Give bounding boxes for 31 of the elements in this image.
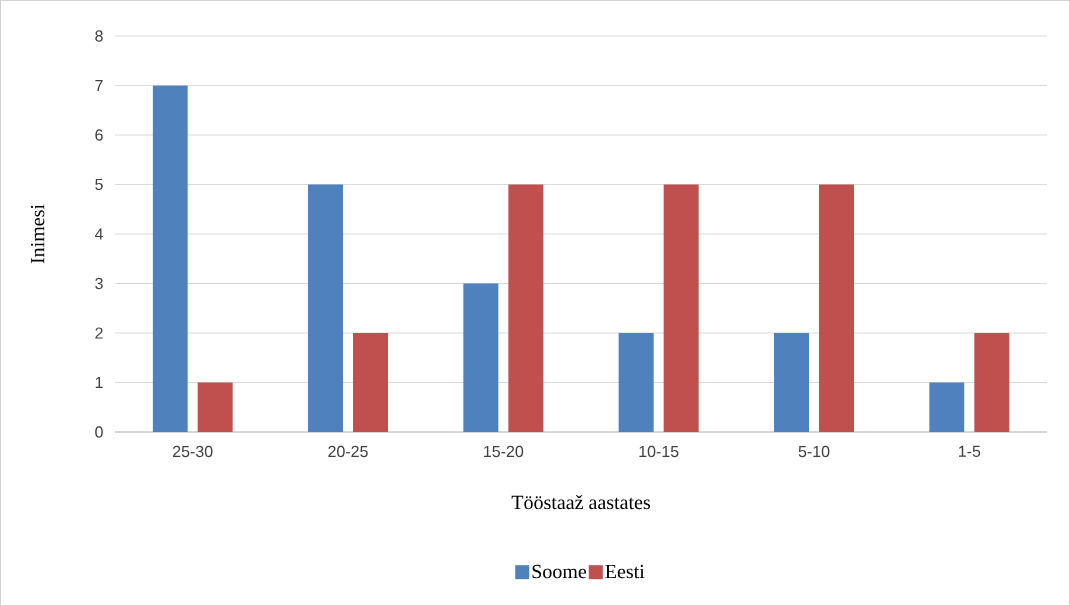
x-tick-label: 20-25 xyxy=(328,445,368,458)
y-tick-label: 4 xyxy=(94,228,103,240)
y-axis-title: Inimesi xyxy=(30,204,45,264)
y-tick-label: 5 xyxy=(95,178,103,191)
y-tick-label: 2 xyxy=(95,327,103,339)
legend-label: Soome xyxy=(532,564,587,579)
bar xyxy=(197,382,233,432)
bar xyxy=(508,184,544,432)
bar xyxy=(774,333,810,432)
bar xyxy=(353,333,388,432)
bar xyxy=(618,333,654,432)
x-tick-label: 1-5 xyxy=(959,445,981,457)
bar xyxy=(463,283,499,432)
x-tick-label: 15-20 xyxy=(484,445,524,458)
bar xyxy=(974,333,1010,432)
y-tick-label: 3 xyxy=(95,277,103,290)
x-tick-label: 10-15 xyxy=(639,445,679,458)
bar xyxy=(663,184,699,432)
y-tick-label: 0 xyxy=(95,426,103,438)
bar xyxy=(152,85,188,432)
bar xyxy=(308,184,343,432)
x-tick-label: 25-30 xyxy=(173,445,213,458)
x-axis-title: Tööstaaž aastates xyxy=(511,495,650,510)
y-tick-label: 8 xyxy=(95,30,103,42)
y-tick-label: 6 xyxy=(95,129,103,141)
x-tick-label: 5-10 xyxy=(798,445,830,458)
bar xyxy=(929,382,965,432)
y-tick-label: 1 xyxy=(95,377,103,389)
legend-label: Eesti xyxy=(605,564,645,579)
bar xyxy=(819,184,855,432)
y-tick-label: 7 xyxy=(95,80,103,92)
